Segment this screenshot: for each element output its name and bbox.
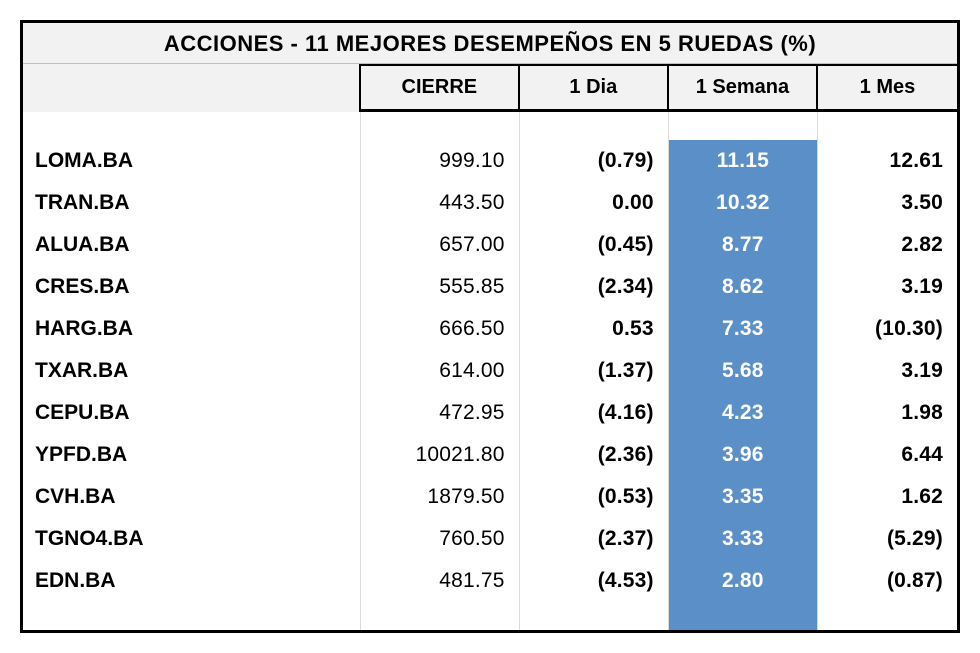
cierre-cell: 472.95 — [361, 392, 520, 434]
mes-cell: 6.44 — [818, 434, 957, 476]
mes-cell: (0.87) — [818, 560, 957, 602]
semana-cell: 4.23 — [669, 392, 818, 434]
ticker-cell: YPFD.BA — [23, 434, 361, 476]
ticker-cell: HARG.BA — [23, 308, 361, 350]
dia-cell: (4.16) — [520, 392, 669, 434]
performance-table: ACCIONES - 11 MEJORES DESEMPEÑOS EN 5 RU… — [20, 20, 960, 633]
cierre-cell: 999.10 — [361, 140, 520, 182]
semana-cell: 7.33 — [669, 308, 818, 350]
mes-cell: 12.61 — [818, 140, 957, 182]
cierre-cell: 614.00 — [361, 350, 520, 392]
dia-cell: 0.00 — [520, 182, 669, 224]
header-semana: 1 Semana — [669, 64, 818, 112]
dia-cell: 0.53 — [520, 308, 669, 350]
ticker-cell: CEPU.BA — [23, 392, 361, 434]
dia-cell: (0.53) — [520, 476, 669, 518]
cierre-cell: 760.50 — [361, 518, 520, 560]
header-mes: 1 Mes — [818, 64, 957, 112]
ticker-cell: ALUA.BA — [23, 224, 361, 266]
dia-cell: (0.79) — [520, 140, 669, 182]
mes-cell: 3.50 — [818, 182, 957, 224]
mes-cell: 3.19 — [818, 266, 957, 308]
semana-cell: 11.15 — [669, 140, 818, 182]
dia-cell: (2.36) — [520, 434, 669, 476]
table-body: LOMA.BA999.10(0.79)11.1512.61TRAN.BA443.… — [23, 140, 957, 602]
table-row: TXAR.BA614.00(1.37)5.683.19 — [23, 350, 957, 392]
cierre-cell: 481.75 — [361, 560, 520, 602]
ticker-cell: TRAN.BA — [23, 182, 361, 224]
table-row: TGNO4.BA760.50(2.37)3.33(5.29) — [23, 518, 957, 560]
cierre-cell: 10021.80 — [361, 434, 520, 476]
table-row: EDN.BA481.75(4.53)2.80(0.87) — [23, 560, 957, 602]
table-row: YPFD.BA10021.80(2.36)3.966.44 — [23, 434, 957, 476]
ticker-cell: CVH.BA — [23, 476, 361, 518]
table-row: CRES.BA555.85(2.34)8.623.19 — [23, 266, 957, 308]
table-header-row: CIERRE 1 Dia 1 Semana 1 Mes — [23, 64, 957, 112]
table-row: ALUA.BA657.00(0.45)8.772.82 — [23, 224, 957, 266]
cierre-cell: 555.85 — [361, 266, 520, 308]
mes-cell: (10.30) — [818, 308, 957, 350]
semana-cell: 3.33 — [669, 518, 818, 560]
ticker-cell: CRES.BA — [23, 266, 361, 308]
header-ticker — [23, 64, 361, 112]
mes-cell: 1.62 — [818, 476, 957, 518]
mes-cell: (5.29) — [818, 518, 957, 560]
semana-cell: 8.77 — [669, 224, 818, 266]
table-row: HARG.BA666.500.537.33(10.30) — [23, 308, 957, 350]
ticker-cell: TGNO4.BA — [23, 518, 361, 560]
semana-cell: 10.32 — [669, 182, 818, 224]
semana-cell: 5.68 — [669, 350, 818, 392]
cierre-cell: 443.50 — [361, 182, 520, 224]
semana-cell: 3.35 — [669, 476, 818, 518]
table-row: CEPU.BA472.95(4.16)4.231.98 — [23, 392, 957, 434]
end-spacer-row — [23, 602, 957, 630]
cierre-cell: 666.50 — [361, 308, 520, 350]
cierre-cell: 1879.50 — [361, 476, 520, 518]
table-row: CVH.BA1879.50(0.53)3.351.62 — [23, 476, 957, 518]
semana-cell: 3.96 — [669, 434, 818, 476]
ticker-cell: TXAR.BA — [23, 350, 361, 392]
table-row: TRAN.BA443.500.0010.323.50 — [23, 182, 957, 224]
header-dia: 1 Dia — [520, 64, 669, 112]
spacer-row — [23, 112, 957, 140]
dia-cell: (0.45) — [520, 224, 669, 266]
dia-cell: (2.37) — [520, 518, 669, 560]
header-cierre: CIERRE — [361, 64, 520, 112]
semana-cell: 2.80 — [669, 560, 818, 602]
mes-cell: 2.82 — [818, 224, 957, 266]
dia-cell: (2.34) — [520, 266, 669, 308]
dia-cell: (1.37) — [520, 350, 669, 392]
dia-cell: (4.53) — [520, 560, 669, 602]
cierre-cell: 657.00 — [361, 224, 520, 266]
ticker-cell: LOMA.BA — [23, 140, 361, 182]
mes-cell: 1.98 — [818, 392, 957, 434]
mes-cell: 3.19 — [818, 350, 957, 392]
table-row: LOMA.BA999.10(0.79)11.1512.61 — [23, 140, 957, 182]
semana-cell: 8.62 — [669, 266, 818, 308]
ticker-cell: EDN.BA — [23, 560, 361, 602]
table-title: ACCIONES - 11 MEJORES DESEMPEÑOS EN 5 RU… — [23, 23, 957, 64]
